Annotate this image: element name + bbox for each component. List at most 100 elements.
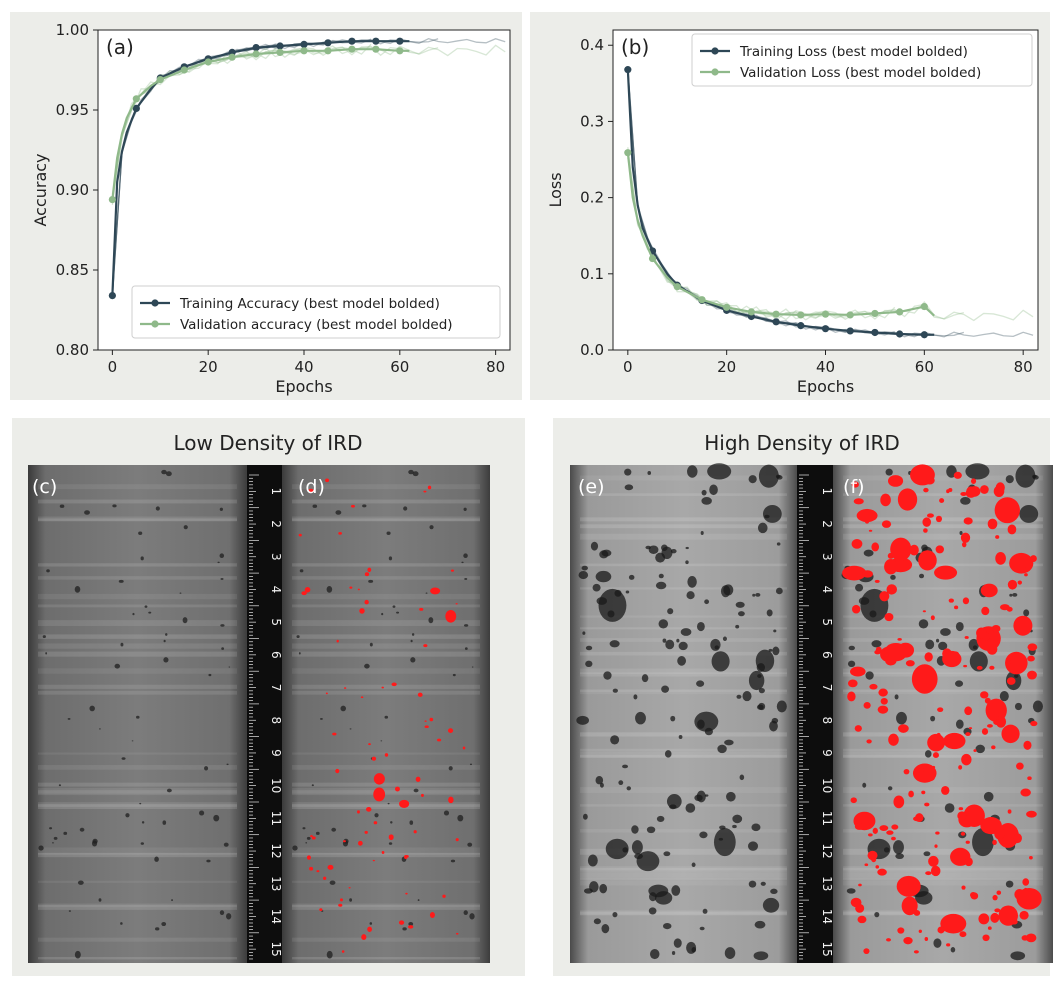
ird-highlight — [941, 785, 950, 795]
ird-highlight — [884, 612, 894, 622]
ird-highlight — [946, 943, 951, 947]
data-point — [648, 254, 657, 263]
ird-highlight — [959, 861, 966, 866]
data-point — [252, 50, 260, 58]
ird-highlight — [910, 464, 935, 486]
ird-highlight — [918, 767, 925, 773]
ird-highlight — [351, 504, 355, 508]
data-point — [896, 330, 904, 338]
data-point — [300, 40, 308, 49]
ird-highlight — [897, 927, 905, 934]
ird-highlight — [932, 752, 939, 759]
ird-highlight — [965, 840, 970, 844]
ird-highlight — [935, 545, 944, 554]
ird-highlight — [890, 537, 912, 561]
ird-highlight — [960, 831, 966, 836]
legend-entry: Validation Loss (best model bolded) — [740, 65, 981, 81]
ird-highlight — [419, 607, 424, 611]
ird-highlight — [339, 898, 343, 902]
ird-highlight — [999, 604, 1010, 611]
ird-highlight — [978, 913, 990, 925]
ird-highlight — [987, 518, 998, 530]
y-tick-label: 0.2 — [580, 189, 604, 207]
ird-highlight — [874, 579, 880, 583]
data-point — [797, 322, 805, 330]
ird-highlight — [871, 542, 880, 552]
ird-highlight — [298, 533, 302, 537]
data-point — [797, 311, 805, 319]
ird-highlight — [361, 934, 367, 941]
data-point — [920, 331, 928, 339]
ruler-number: 3 — [269, 553, 283, 561]
panel-label-c: (c) — [32, 476, 57, 498]
ird-highlight — [373, 821, 378, 825]
ird-highlight — [1030, 720, 1038, 727]
ird-highlight — [306, 855, 311, 860]
ird-highlight — [332, 732, 337, 736]
ird-highlight — [1019, 566, 1028, 573]
ird-highlight — [847, 691, 856, 702]
ird-highlight — [957, 811, 967, 821]
ird-highlight — [1027, 670, 1037, 680]
ird-highlight — [962, 597, 970, 605]
ird-highlight — [857, 915, 867, 924]
legend-entry: Validation accuracy (best model bolded) — [180, 317, 453, 333]
high-density-title: High Density of IRD — [704, 431, 900, 455]
ird-highlight — [301, 591, 307, 596]
ird-highlight — [858, 883, 862, 887]
loss-chart: 0 20 40 60 80 0.0 0.1 0.2 0.3 0.4 Epochs Loss Traini… — [546, 29, 1039, 396]
data-point — [673, 283, 681, 291]
ird-highlight — [937, 926, 945, 934]
ird-highlight — [991, 745, 996, 750]
y-tick-label: 0.4 — [580, 36, 604, 54]
ruler-number: 7 — [820, 684, 834, 692]
ird-highlight — [925, 871, 932, 876]
y-tick-label: 0.90 — [56, 181, 89, 199]
ird-highlight — [981, 728, 989, 735]
ruler-number: 13 — [269, 876, 283, 891]
ird-highlight — [442, 894, 446, 898]
ruler-number: 4 — [269, 586, 283, 594]
y-tick-label: 0.0 — [580, 341, 604, 359]
ird-highlight — [869, 683, 878, 690]
ird-highlight — [372, 859, 375, 862]
ird-highlight — [880, 697, 888, 705]
ruler-number: 15 — [269, 942, 283, 957]
ird-highlight — [357, 588, 360, 591]
series-line-validation — [626, 152, 935, 317]
ird-highlight — [851, 604, 861, 614]
ird-highlight — [884, 559, 898, 575]
ird-highlight — [1016, 887, 1042, 910]
ird-highlight — [993, 485, 1005, 497]
ird-highlight — [980, 485, 989, 494]
x-tick-label: 40 — [816, 358, 835, 376]
ird-highlight — [903, 937, 913, 945]
ruler-number: 4 — [820, 586, 834, 594]
legend-box — [131, 285, 501, 339]
ruler-number: 9 — [820, 749, 834, 757]
y-axis-label: Loss — [546, 172, 565, 207]
core-image-c — [28, 465, 247, 963]
data-point — [624, 149, 632, 157]
ird-highlight — [886, 584, 898, 595]
data-point — [204, 58, 212, 66]
y-tick-label: 0.80 — [56, 341, 89, 359]
ruler-number: 11 — [820, 811, 834, 826]
ird-highlight — [965, 732, 971, 737]
ird-highlight — [871, 856, 877, 863]
ird-highlight — [1005, 651, 1028, 675]
ird-highlight — [336, 639, 339, 643]
data-point — [920, 302, 928, 311]
ird-highlight — [343, 840, 346, 843]
ird-highlight — [420, 793, 424, 797]
ird-highlight — [1027, 655, 1035, 662]
ird-highlight — [996, 890, 1002, 895]
ird-highlight — [872, 827, 878, 834]
ird-highlight — [1006, 660, 1012, 665]
ird-highlight — [963, 804, 985, 827]
ird-highlight — [930, 865, 941, 877]
ruler-number: 5 — [820, 618, 834, 626]
ird-highlight — [980, 691, 989, 699]
legend-entry: Training Loss (best model bolded) — [739, 44, 968, 60]
